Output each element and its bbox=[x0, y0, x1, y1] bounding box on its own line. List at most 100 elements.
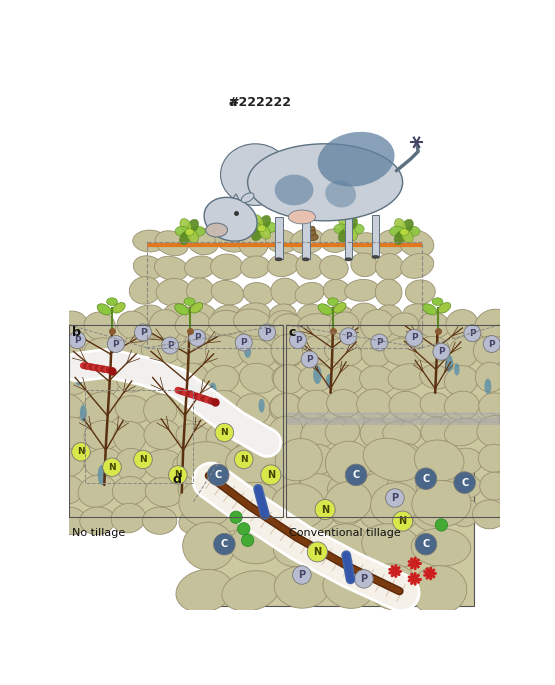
Ellipse shape bbox=[185, 303, 216, 327]
Ellipse shape bbox=[133, 230, 166, 252]
Circle shape bbox=[415, 534, 437, 555]
Bar bbox=[69, 325, 282, 517]
Ellipse shape bbox=[325, 306, 355, 329]
Ellipse shape bbox=[114, 421, 146, 453]
Text: Conventional tillage: Conventional tillage bbox=[289, 528, 401, 538]
Bar bbox=[286, 421, 500, 425]
Ellipse shape bbox=[176, 424, 214, 451]
Ellipse shape bbox=[83, 392, 121, 425]
Ellipse shape bbox=[389, 391, 424, 421]
Ellipse shape bbox=[411, 566, 467, 614]
Ellipse shape bbox=[191, 226, 205, 236]
Text: P: P bbox=[488, 340, 495, 349]
Ellipse shape bbox=[187, 229, 199, 243]
Ellipse shape bbox=[175, 311, 210, 337]
Text: C: C bbox=[422, 539, 430, 549]
Ellipse shape bbox=[478, 445, 509, 472]
Circle shape bbox=[464, 325, 481, 342]
Ellipse shape bbox=[116, 338, 152, 370]
Ellipse shape bbox=[273, 449, 304, 479]
Ellipse shape bbox=[212, 305, 241, 329]
Ellipse shape bbox=[298, 390, 331, 419]
Ellipse shape bbox=[322, 329, 353, 353]
Ellipse shape bbox=[400, 229, 408, 236]
Ellipse shape bbox=[179, 480, 233, 527]
Ellipse shape bbox=[423, 303, 437, 315]
Ellipse shape bbox=[173, 452, 211, 478]
Circle shape bbox=[261, 465, 281, 485]
Ellipse shape bbox=[269, 304, 296, 327]
Ellipse shape bbox=[302, 258, 310, 261]
Ellipse shape bbox=[273, 364, 304, 394]
Text: N: N bbox=[77, 447, 85, 456]
Ellipse shape bbox=[350, 224, 364, 234]
Ellipse shape bbox=[485, 379, 491, 394]
Text: N: N bbox=[220, 428, 228, 437]
Ellipse shape bbox=[351, 326, 379, 351]
Ellipse shape bbox=[299, 474, 338, 502]
Circle shape bbox=[290, 332, 306, 349]
Text: N: N bbox=[108, 462, 116, 472]
Ellipse shape bbox=[51, 393, 84, 419]
Circle shape bbox=[259, 324, 275, 341]
Circle shape bbox=[292, 566, 311, 584]
Ellipse shape bbox=[438, 303, 451, 313]
Ellipse shape bbox=[239, 449, 278, 475]
Ellipse shape bbox=[175, 226, 189, 236]
Ellipse shape bbox=[145, 477, 183, 507]
Ellipse shape bbox=[275, 438, 322, 481]
Ellipse shape bbox=[412, 481, 471, 527]
Ellipse shape bbox=[80, 364, 119, 397]
Ellipse shape bbox=[399, 230, 434, 257]
Ellipse shape bbox=[143, 507, 177, 534]
Ellipse shape bbox=[237, 422, 275, 452]
Ellipse shape bbox=[185, 229, 194, 236]
Circle shape bbox=[241, 534, 254, 547]
Text: c: c bbox=[289, 326, 296, 339]
Ellipse shape bbox=[220, 144, 290, 206]
Ellipse shape bbox=[244, 345, 251, 358]
Ellipse shape bbox=[240, 256, 270, 278]
Ellipse shape bbox=[205, 336, 245, 369]
Ellipse shape bbox=[326, 390, 360, 418]
Ellipse shape bbox=[251, 227, 263, 240]
Ellipse shape bbox=[360, 366, 396, 394]
Ellipse shape bbox=[112, 477, 147, 505]
Ellipse shape bbox=[269, 445, 299, 473]
Ellipse shape bbox=[334, 224, 349, 234]
Ellipse shape bbox=[97, 303, 112, 315]
Ellipse shape bbox=[162, 303, 192, 331]
Ellipse shape bbox=[48, 475, 84, 504]
Ellipse shape bbox=[269, 394, 305, 423]
Ellipse shape bbox=[327, 473, 366, 503]
Ellipse shape bbox=[324, 279, 350, 302]
Text: N: N bbox=[174, 471, 181, 479]
Ellipse shape bbox=[326, 374, 332, 388]
Ellipse shape bbox=[415, 440, 464, 481]
Circle shape bbox=[355, 570, 373, 588]
Ellipse shape bbox=[209, 382, 216, 398]
Ellipse shape bbox=[383, 501, 420, 530]
Ellipse shape bbox=[273, 340, 304, 368]
Ellipse shape bbox=[375, 305, 403, 332]
Ellipse shape bbox=[149, 310, 181, 342]
Ellipse shape bbox=[267, 423, 306, 449]
Ellipse shape bbox=[183, 522, 235, 570]
Ellipse shape bbox=[177, 338, 214, 365]
Ellipse shape bbox=[259, 225, 270, 239]
Ellipse shape bbox=[237, 506, 278, 534]
Text: P: P bbox=[295, 336, 301, 345]
Text: P: P bbox=[469, 329, 476, 338]
Ellipse shape bbox=[154, 256, 188, 281]
Ellipse shape bbox=[445, 366, 478, 396]
Text: N: N bbox=[240, 455, 248, 464]
Ellipse shape bbox=[320, 256, 348, 279]
Ellipse shape bbox=[309, 226, 315, 231]
Ellipse shape bbox=[177, 442, 237, 482]
Ellipse shape bbox=[80, 507, 115, 534]
Circle shape bbox=[433, 343, 450, 360]
Ellipse shape bbox=[299, 364, 334, 392]
Ellipse shape bbox=[144, 449, 184, 479]
Text: C: C bbox=[461, 477, 468, 488]
Circle shape bbox=[230, 511, 242, 523]
